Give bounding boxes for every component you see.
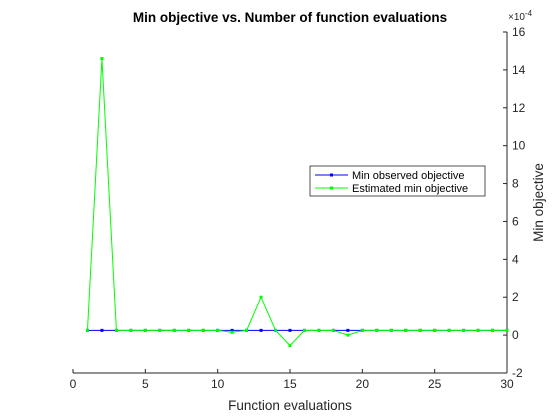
data-point [360,328,364,332]
data-point [259,328,263,332]
legend-swatch-marker [330,173,333,177]
legend-swatch-marker [330,186,333,190]
data-point [187,328,191,332]
data-point [389,328,393,332]
data-point [230,330,234,334]
legend-label: Estimated min objective [352,183,468,195]
data-point [418,328,422,332]
data-point [230,328,234,332]
data-point [143,328,147,332]
x-tick-label: 30 [500,377,514,391]
data-point [302,328,306,332]
data-point [375,328,379,332]
data-point [331,328,335,332]
series-layer [85,57,509,348]
x-axis-label: Function evaluations [228,398,352,413]
x-axis: 0 5 10 15 20 25 30 [70,369,514,391]
y-exponent-power: -4 [525,9,533,18]
legend-box [309,165,486,197]
data-point [288,344,292,348]
data-point [245,328,249,332]
data-point [447,328,451,332]
legend-item[interactable]: Min observed objective [315,170,465,182]
data-point [346,328,350,332]
data-point [201,328,205,332]
chart-title: Min objective vs. Number of function eva… [133,10,447,25]
y-tick-label: 16 [512,25,526,39]
y-axis-label: Min objective [531,163,546,242]
legend-label: Min observed objective [352,170,465,182]
x-tick-label: 25 [428,377,442,391]
data-point [505,328,509,332]
y-tick-label: -2 [512,366,523,380]
data-point [100,57,104,61]
series-line [86,58,507,347]
y-tick-label: 4 [512,252,519,266]
y-exponent-base: ×10 [508,12,525,23]
x-tick-label: 5 [142,377,149,391]
legend-item[interactable]: Estimated min objective [315,183,468,195]
data-point [100,328,104,332]
data-point [274,328,278,332]
data-point [85,328,89,332]
data-point [346,333,350,337]
y-exponent-label: ×10-4 [508,9,533,23]
y-tick-label: 2 [512,290,519,304]
x-tick-label: 20 [356,377,370,391]
x-tick-label: 15 [283,377,297,391]
series-estimated-min [85,57,509,348]
data-point [172,328,176,332]
y-tick-label: 8 [512,177,519,191]
data-point [317,328,321,332]
y-tick-label: 0 [512,328,519,342]
data-point [216,328,220,332]
data-point [288,328,292,332]
data-point [491,328,495,332]
y-tick-label: 14 [512,63,526,77]
plot-area [73,32,508,374]
x-tick-label: 10 [211,377,225,391]
data-point [476,328,480,332]
data-point [462,328,466,332]
y-tick-label: 12 [512,101,526,115]
data-point [433,328,437,332]
data-point [158,328,162,332]
data-point [404,328,408,332]
y-tick-label: 10 [512,139,526,153]
y-tick-label: 6 [512,214,519,228]
x-tick-label: 0 [70,377,77,391]
data-point [259,295,263,299]
data-point [114,328,118,332]
y-axis: -2 0 2 4 6 8 10 12 14 16 [503,25,526,380]
data-point [129,328,133,332]
